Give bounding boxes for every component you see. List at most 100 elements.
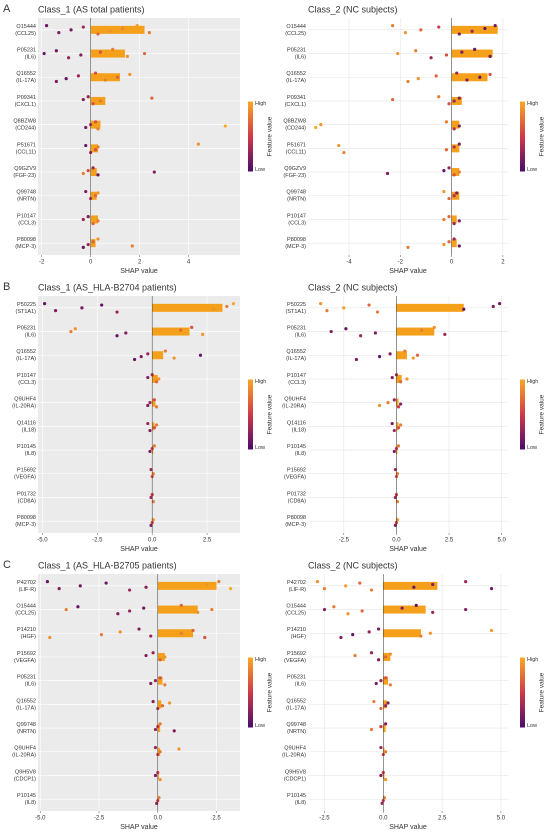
shap-dot [489, 587, 494, 591]
feature-id: Q16552 [16, 698, 36, 704]
legend-high: High [255, 657, 266, 663]
shap-dot [442, 242, 446, 247]
feature-id: P10147 [287, 213, 306, 219]
feature-id: Q9UHF4 [14, 746, 36, 752]
shap-dot [148, 449, 152, 454]
feature-gene: (CCL25) [285, 31, 306, 37]
shap-dot [447, 196, 451, 201]
shap-dot [146, 352, 150, 356]
x-tick-label: 4 [187, 260, 191, 266]
shap-dot [154, 423, 159, 427]
legend-high: High [255, 379, 266, 385]
shap-dot [405, 377, 409, 381]
feature-id: Q99748 [286, 722, 306, 728]
mean-shap-bar [157, 629, 194, 638]
shap-dot [384, 778, 388, 782]
shap-dot [329, 329, 333, 334]
mean-shap-bar [383, 629, 421, 638]
shap-dot [346, 612, 350, 616]
mean-shap-bar [383, 581, 438, 590]
panel-title: Class_1 (AS_HLA-B2705 patients) [38, 560, 177, 570]
feature-id: Q9UHF4 [284, 746, 306, 752]
shap-dot [57, 587, 61, 591]
shap-dot [86, 215, 90, 219]
feature-id: P10145 [17, 793, 36, 799]
shap-dot [354, 357, 359, 362]
x-tick-label: 2 [138, 260, 142, 266]
shap-dot [452, 145, 456, 149]
x-tick-label: 2.5 [438, 816, 447, 822]
feature-id: Q99748 [16, 722, 36, 728]
shap-dot [160, 704, 165, 708]
legend-low: Low [527, 445, 537, 451]
feature-gene: (IL6) [295, 55, 306, 61]
feature-id: P10147 [17, 373, 36, 379]
shap-dot [460, 50, 464, 54]
feature-id: P05231 [287, 326, 306, 332]
shap-dot [457, 32, 461, 36]
shap-dot [48, 635, 52, 640]
feature-id: P50225 [287, 302, 306, 308]
shap-dot [149, 634, 153, 638]
legend-colorbar [248, 657, 253, 728]
shap-dot [406, 245, 410, 249]
shap-dot [322, 587, 327, 591]
panel-title: Class_1 (AS_HLA-B2704 patients) [38, 282, 177, 292]
feature-gene: (FGF-23) [283, 173, 306, 179]
feature-gene: (ST1A1) [286, 309, 307, 315]
shap-dot [91, 166, 95, 170]
shap-dot [212, 307, 216, 311]
shap-dot [470, 29, 474, 33]
shap-dot [442, 189, 446, 194]
feature-gene: (MCP-3) [285, 522, 306, 528]
mean-shap-bar [451, 49, 493, 58]
legend-high: High [527, 101, 538, 107]
shap-dot [152, 444, 156, 448]
feature-id: P80098 [287, 237, 306, 243]
mean-shap-bar [152, 422, 155, 431]
shap-dot [488, 54, 492, 58]
shap-dot [203, 635, 207, 640]
shap-dot [177, 747, 181, 751]
x-tick-label: -2 [39, 260, 45, 266]
x-tick-label: -2 [398, 260, 404, 266]
shap-dot [151, 651, 155, 655]
shap-dot [152, 426, 156, 430]
shap-dot [142, 606, 146, 610]
shap-dot [104, 581, 108, 585]
shap-dot [69, 28, 73, 32]
mean-shap-bar [157, 771, 159, 780]
shap-dot [179, 328, 183, 332]
x-tick-label: 0 [89, 260, 93, 266]
mean-shap-bar [90, 73, 121, 82]
shap-dot [120, 26, 125, 31]
shap-dot [42, 51, 46, 56]
shap-dot [98, 50, 103, 54]
feature-gene: (CCL3) [288, 380, 306, 386]
feature-gene: (MCP-3) [15, 244, 36, 250]
shap-dot [325, 309, 329, 313]
shap-dot [360, 609, 364, 613]
shap-dot [429, 56, 433, 60]
shap-dot [73, 327, 77, 331]
shap-dot [91, 240, 95, 244]
feature-gene: (IL6) [295, 333, 306, 339]
panel-title: Class_2 (NC subjects) [308, 4, 398, 14]
x-tick-label: -5.0 [35, 816, 46, 822]
shap-dot [369, 651, 374, 655]
feature-id: P10145 [287, 444, 306, 450]
shap-dot [93, 194, 98, 198]
feature-id: P01732 [17, 491, 36, 497]
shap-dot [158, 750, 162, 754]
shap-dot [376, 658, 381, 662]
shap-dot [416, 77, 420, 81]
shap-dot [396, 51, 400, 56]
feature-id: Q9UHF4 [284, 397, 306, 403]
shap-dot [462, 307, 466, 311]
shap-dot [452, 194, 456, 198]
shap-dot [342, 306, 346, 310]
shap-dot [447, 102, 451, 106]
feature-id: P14210 [287, 627, 306, 633]
shap-dot [395, 500, 400, 504]
legend-colorbar [520, 101, 525, 172]
